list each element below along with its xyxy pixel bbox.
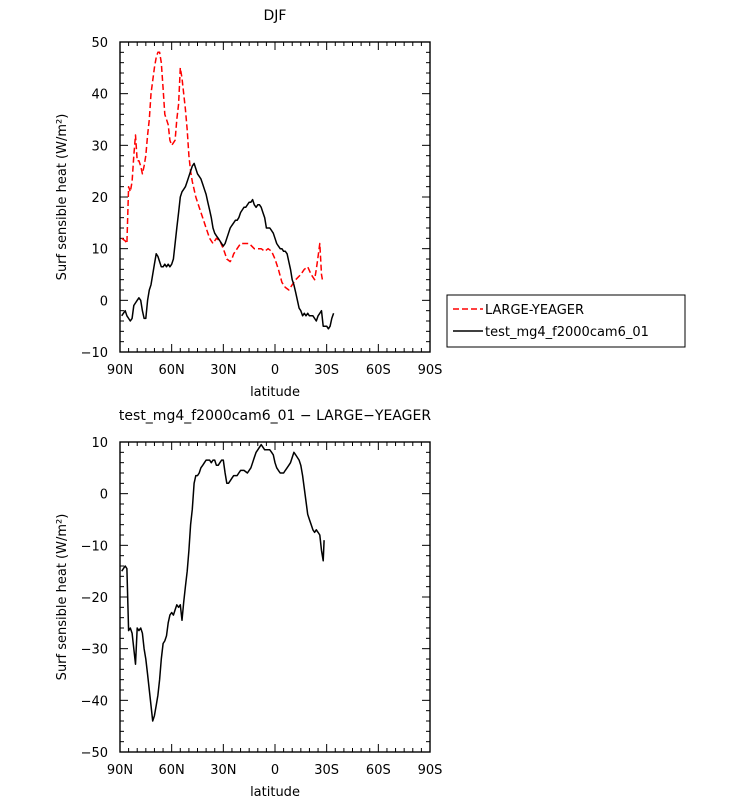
legend: LARGE-YEAGER test_mg4_f2000cam6_01 xyxy=(446,294,686,348)
x-tick-label: 30S xyxy=(314,363,339,378)
x-tick-label: 90N xyxy=(107,763,133,778)
series-line-difference xyxy=(121,443,325,722)
x-tick-label: 30S xyxy=(314,763,339,778)
series-line-large-yeager xyxy=(121,51,324,291)
chart-panel-1: DJF 90N 60N 30N 0 30S 60S 90S 50 40 30 20 10 0 −10 lati… xyxy=(55,8,686,400)
x-tick-label: 90S xyxy=(418,363,443,378)
x-tick-label: 90S xyxy=(418,763,443,778)
y-tick-label: −20 xyxy=(81,591,108,606)
x-tick-label: 0 xyxy=(271,763,279,778)
chart-panel-2: test_mg4_f2000cam6_01 − LARGE−YEAGER 90N 6… xyxy=(55,408,442,800)
x-tick-label: 60N xyxy=(159,763,185,778)
y-tick-label: 40 xyxy=(91,88,108,103)
y-tick-label: −30 xyxy=(81,643,108,658)
x-tick-label: 30N xyxy=(210,363,236,378)
y-tick-label: 10 xyxy=(91,243,108,258)
x-axis-label: latitude xyxy=(250,785,300,800)
x-tick-label: 60N xyxy=(159,363,185,378)
y-tick-label: −10 xyxy=(81,346,108,361)
x-tick-label: 30N xyxy=(210,763,236,778)
y-axis-label: Surf sensible heat (W/m²) xyxy=(55,514,70,681)
y-tick-label: 0 xyxy=(100,294,108,309)
x-tick-label: 0 xyxy=(271,363,279,378)
y-axis-label: Surf sensible heat (W/m²) xyxy=(55,114,70,281)
x-axis-label: latitude xyxy=(250,385,300,400)
y-tick-label: −10 xyxy=(81,539,108,554)
x-tick-label: 90N xyxy=(107,363,133,378)
x-tick-label: 60S xyxy=(366,363,391,378)
y-tick-label: 0 xyxy=(100,488,108,503)
y-tick-label: −40 xyxy=(81,694,108,709)
chart-title: DJF xyxy=(264,8,287,24)
legend-entry: test_mg4_f2000cam6_01 xyxy=(485,325,649,340)
y-tick-label: 20 xyxy=(91,191,108,206)
plot-frame xyxy=(119,441,431,753)
series-line-test-mg4-f2000cam6-01 xyxy=(121,162,335,330)
y-tick-label: 30 xyxy=(91,139,108,154)
y-tick-label: −50 xyxy=(81,746,108,761)
chart-title: test_mg4_f2000cam6_01 − LARGE−YEAGER xyxy=(119,408,431,424)
legend-box xyxy=(446,294,686,348)
plot-frame xyxy=(119,41,431,353)
y-tick-label: 50 xyxy=(91,36,108,51)
legend-entry: LARGE-YEAGER xyxy=(485,303,584,318)
y-tick-label: 10 xyxy=(91,436,108,451)
x-tick-label: 60S xyxy=(366,763,391,778)
